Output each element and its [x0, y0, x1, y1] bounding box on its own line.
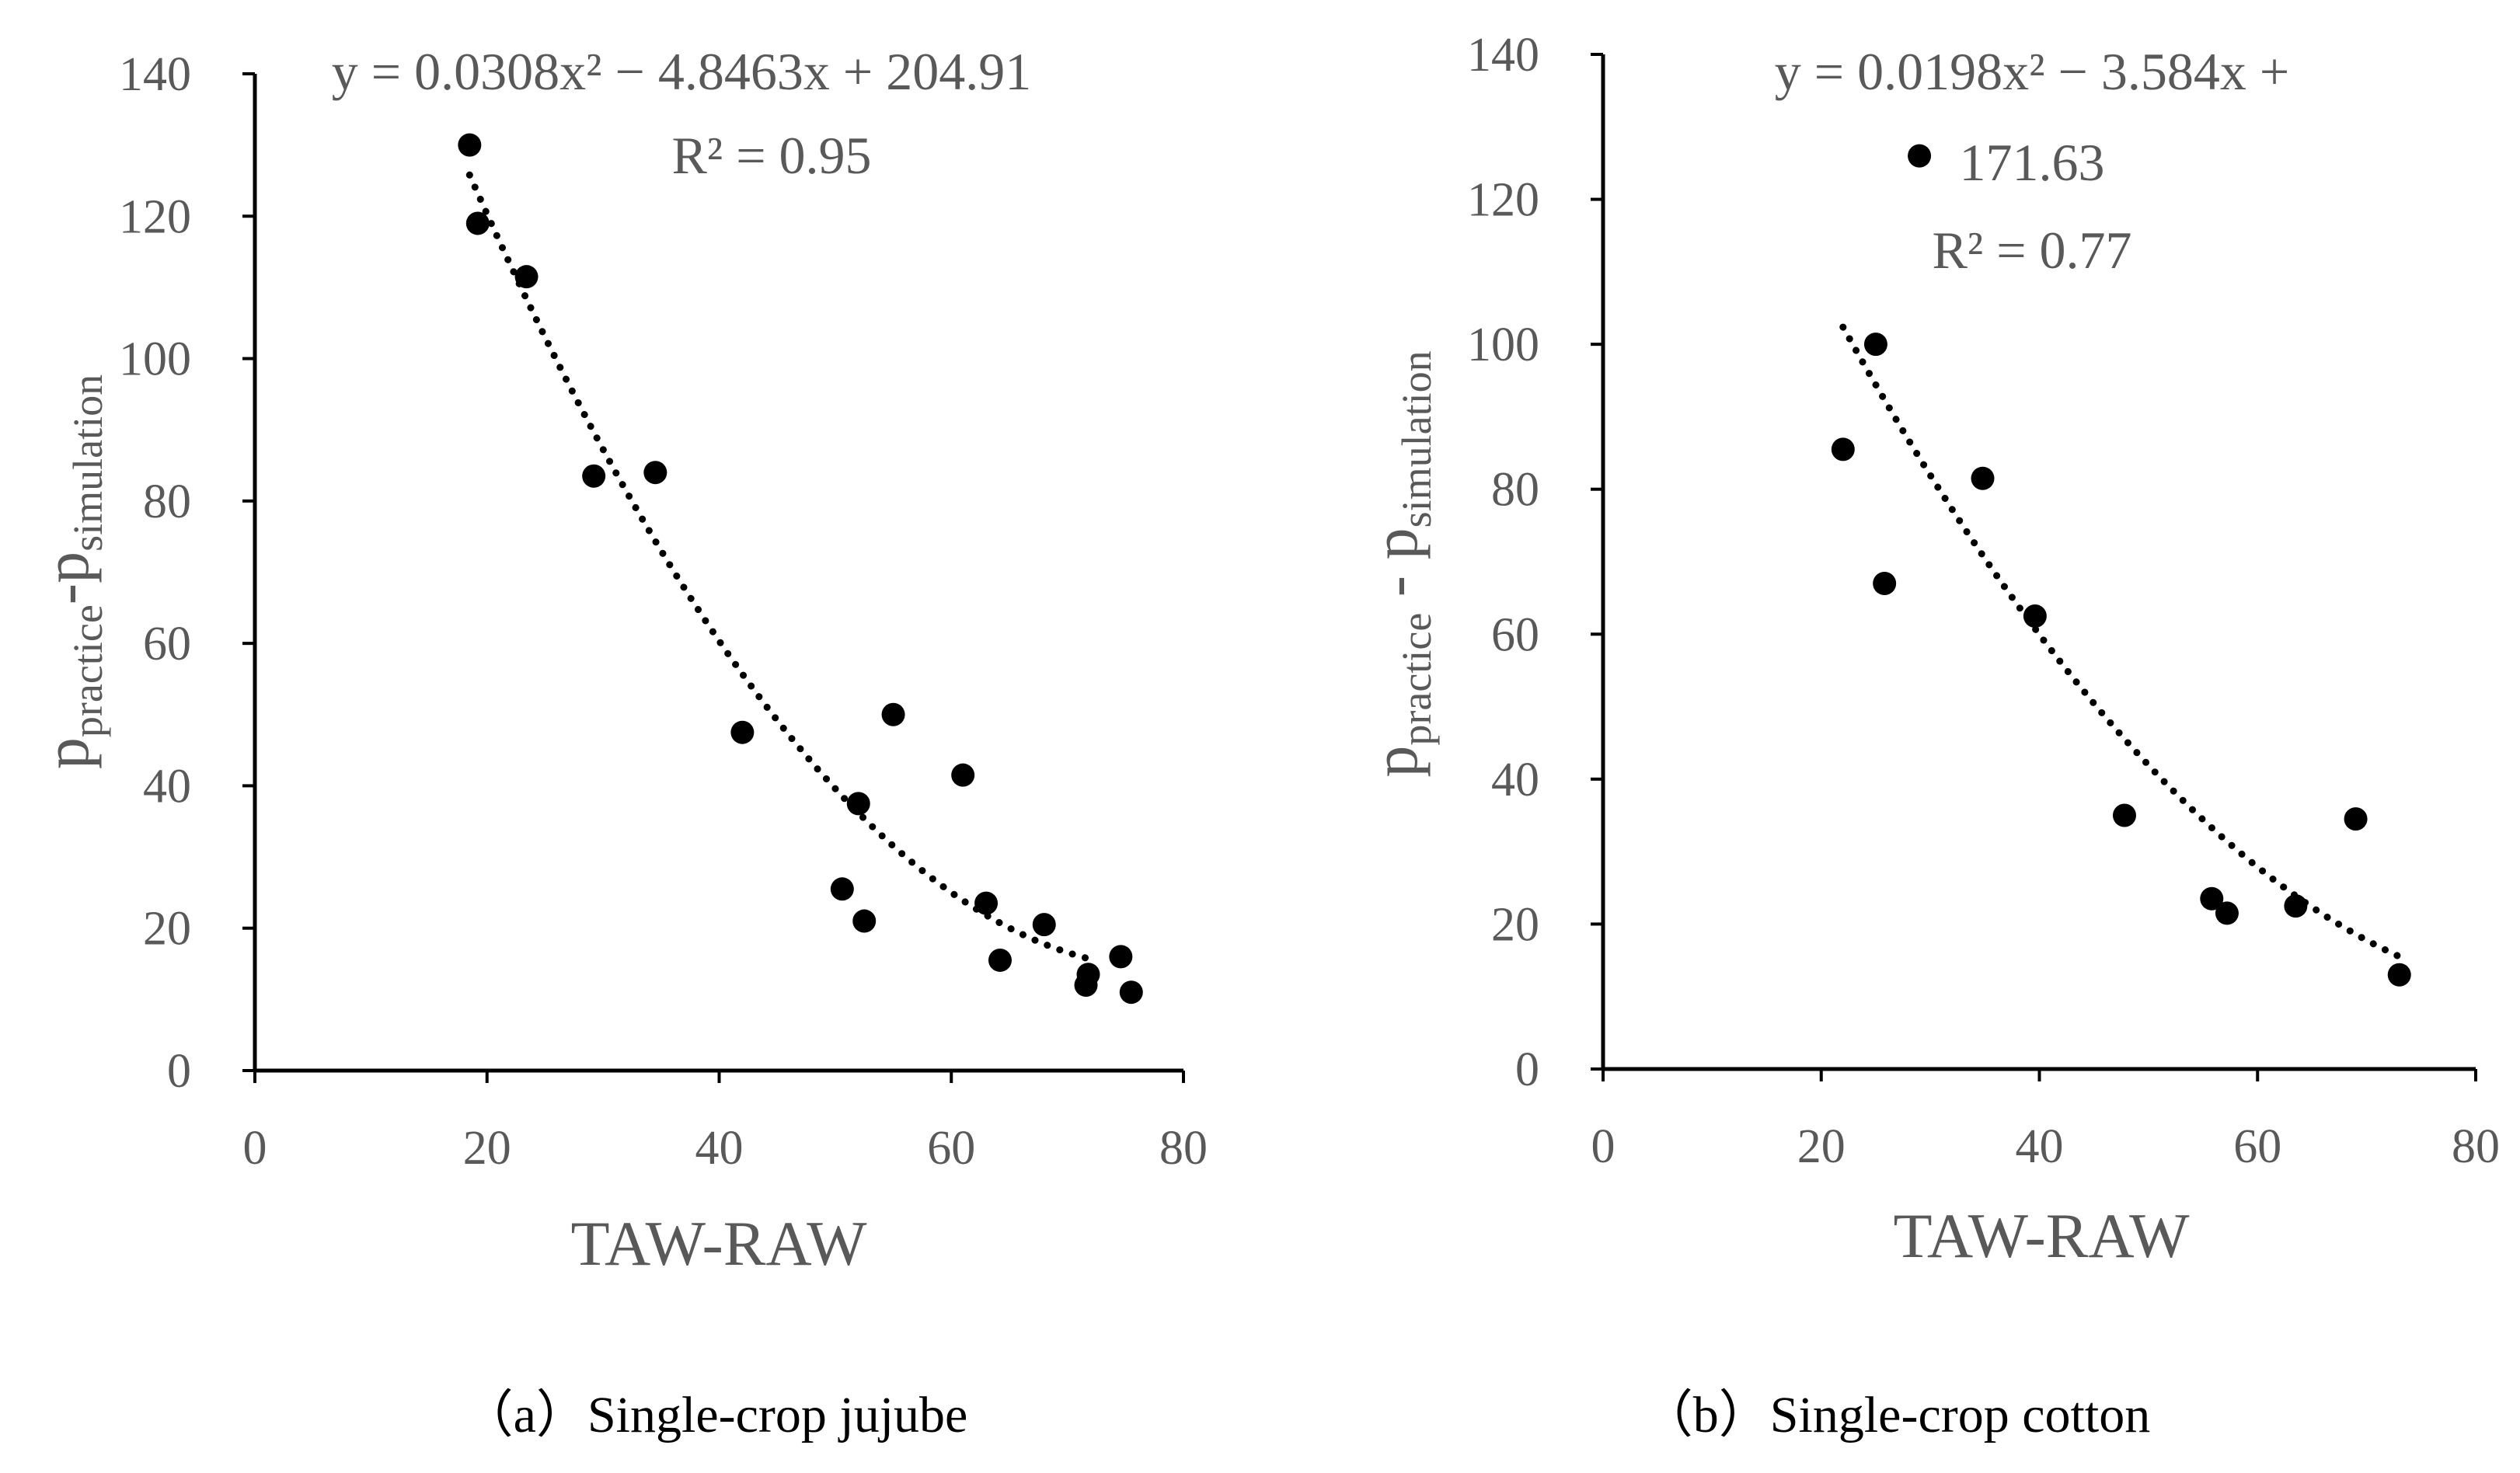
panel-a-caption-text: Single-crop jujube — [587, 1387, 967, 1443]
panel-b-data-point — [2112, 803, 2136, 827]
panel-a-data-point — [988, 948, 1012, 972]
panel-a-y-label-sep: - — [31, 583, 102, 604]
panel-b-y-tick-label: 40 — [1491, 754, 1539, 806]
panel-a-r2: R² = 0.95 — [671, 126, 871, 185]
panel-a-data-point — [514, 265, 539, 289]
panel-b-y-label-sub2: simulation — [1393, 350, 1440, 528]
panel-b-data-point — [2344, 807, 2368, 831]
panel-a-y-label-main2: p — [31, 552, 102, 583]
panel-a-data-point — [1119, 980, 1143, 1005]
panel-b-y-tick-label: 100 — [1467, 319, 1539, 371]
panel-b-panel-label: （b） — [1642, 1387, 1770, 1443]
panel-a-y-tick-label: 120 — [119, 190, 191, 243]
panel-b-y-tick-label: 20 — [1491, 898, 1539, 951]
panel-a-points — [458, 133, 1143, 1005]
panel-a-y-tick-label: 60 — [143, 618, 191, 670]
panel-a-data-point — [643, 461, 667, 485]
panel-b-y-tick-label: 120 — [1467, 174, 1539, 227]
panel-b-y-label-main2: p — [1360, 528, 1431, 559]
panel-b-y-tick-label: 0 — [1515, 1043, 1539, 1096]
panel-a-y-label: ppractice-psimulation — [31, 374, 111, 769]
panel-b-y-label-sep: - — [1360, 559, 1431, 612]
panel-a-data-point — [852, 909, 877, 933]
panel-b-y-tick-label: 80 — [1491, 464, 1539, 517]
panel-b-x-label: TAW-RAW — [1893, 1200, 2190, 1271]
panel-a-data-point — [582, 464, 606, 488]
panel-a-y-tick-label: 20 — [143, 903, 191, 956]
panel-a-y-ticks: 0 20 40 60 80 100 120 140 — [119, 48, 255, 1098]
panel-a-caption: （a）Single-crop jujube — [462, 1387, 968, 1443]
panel-a-x-tick-label: 20 — [463, 1122, 511, 1175]
panel-a-x-tick-label: 60 — [927, 1122, 975, 1175]
panel-b-data-point — [2387, 963, 2411, 987]
panel-b-data-point — [2284, 894, 2308, 918]
panel-a-panel-label: （a） — [462, 1387, 587, 1443]
panel-a-data-point — [1032, 913, 1056, 937]
panel-b-equation-line1: y = 0.0198x² − 3.584x + — [1775, 42, 2289, 101]
panel-a-trendline — [465, 171, 1094, 963]
panel-a-y-tick-label: 140 — [119, 48, 191, 101]
panel-a-data-point — [846, 792, 870, 816]
panel-a-data-point — [730, 720, 755, 744]
panel-b-x-ticks: 0 20 40 60 80 — [1591, 1069, 2500, 1173]
panel-b-y-label-sub1: practice — [1393, 613, 1440, 746]
panel-b-x-tick-label: 0 — [1591, 1120, 1616, 1173]
panel-a-x-tick-label: 40 — [695, 1122, 744, 1175]
panel-a-data-point — [830, 877, 854, 901]
panel-b-x-tick-label: 20 — [1797, 1120, 1846, 1173]
panel-a-y-tick-label: 100 — [119, 333, 191, 386]
panel-b-caption: （b）Single-crop cotton — [1642, 1387, 2150, 1443]
panel-b-cotton: 0 20 40 60 80 100 120 140 0 20 40 60 80 y = 0.0198x… — [1360, 29, 2500, 1443]
panel-a-data-point — [951, 763, 975, 787]
panel-b-x-tick-label: 80 — [2452, 1120, 2500, 1173]
panel-a-x-tick-label: 80 — [1159, 1122, 1208, 1175]
panel-b-data-point — [2200, 886, 2224, 911]
panel-a-x-ticks: 0 20 40 60 80 — [243, 1071, 1208, 1175]
panel-b-y-tick-label: 60 — [1491, 608, 1539, 661]
panel-a-x-tick-label: 0 — [243, 1122, 267, 1175]
panel-b-r2: R² = 0.77 — [1932, 221, 2131, 280]
panel-b-data-point — [1873, 571, 1897, 595]
panel-a-y-label-sub1: practice — [64, 604, 111, 737]
panel-b-y-label-main: p — [1360, 746, 1431, 778]
panel-b-points — [1831, 144, 2411, 987]
panel-b-data-point — [1831, 437, 1855, 461]
panel-a-jujube: 0 20 40 60 80 100 120 140 0 20 40 60 80 y = 0.0308x… — [31, 42, 1208, 1443]
panel-b-y-label: ppractice - psimulation — [1360, 350, 1440, 777]
panel-b-equation-line2: 171.63 — [1960, 133, 2105, 192]
panel-b-y-tick-label: 140 — [1467, 29, 1539, 82]
panel-a-data-point — [881, 702, 905, 726]
panel-a-data-point — [1109, 945, 1133, 969]
panel-a-y-label-sub2: simulation — [64, 374, 111, 552]
panel-b-y-ticks: 0 20 40 60 80 100 120 140 — [1467, 29, 1603, 1096]
panel-a-data-point — [974, 891, 999, 915]
panel-b-data-point — [2023, 604, 2047, 628]
panel-a-y-tick-label: 80 — [143, 475, 191, 528]
panel-b-trendline — [1839, 323, 2403, 960]
panel-a-y-tick-label: 40 — [143, 760, 191, 813]
panel-b-x-tick-label: 40 — [2016, 1120, 2064, 1173]
panel-a-equation: y = 0.0308x² − 4.8463x + 204.91 — [332, 42, 1031, 101]
panel-b-data-point — [2215, 901, 2239, 925]
panel-b-x-tick-label: 60 — [2233, 1120, 2281, 1173]
panel-a-data-point — [1076, 963, 1100, 987]
panel-b-data-point — [1863, 333, 1887, 357]
panel-b-caption-text: Single-crop cotton — [1770, 1387, 2150, 1443]
panel-a-y-label-main: p — [31, 737, 102, 769]
panel-a-data-point — [458, 133, 482, 157]
panel-b-data-point — [1971, 466, 1995, 490]
panel-a-data-point — [465, 211, 490, 235]
panel-b-data-point — [1908, 144, 1932, 168]
panel-a-y-tick-label: 0 — [167, 1045, 191, 1098]
panel-a-x-label: TAW-RAW — [570, 1208, 867, 1279]
